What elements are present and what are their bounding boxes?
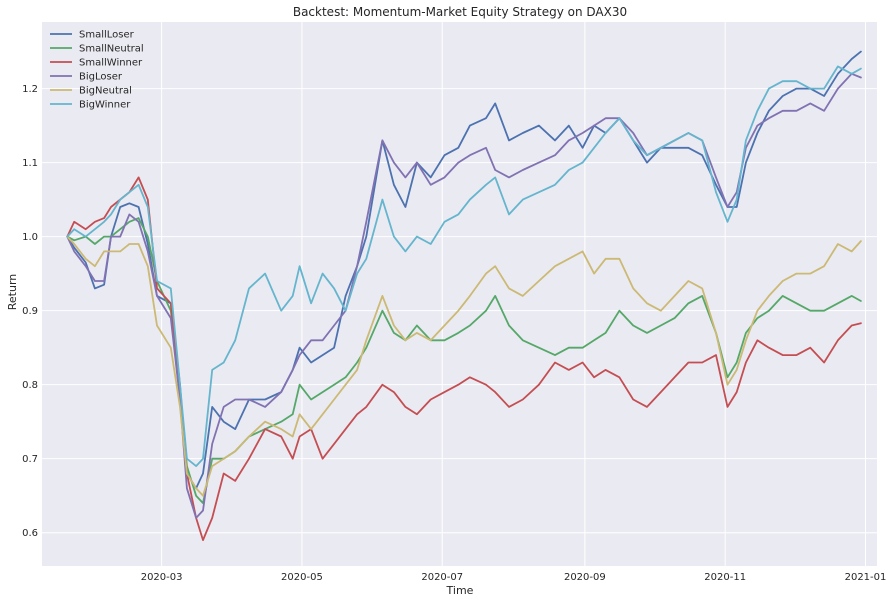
plot-area bbox=[42, 22, 877, 566]
series-lines bbox=[66, 50, 862, 541]
legend-label-bigwinner: BigWinner bbox=[79, 100, 131, 111]
series-line-bigloser bbox=[66, 72, 862, 519]
legend-label-smallloser: SmallLoser bbox=[79, 30, 135, 41]
y-axis-label: Return bbox=[6, 274, 19, 311]
legend: SmallLoser SmallNeutral SmallWinner BigLose… bbox=[50, 30, 144, 111]
legend-label-smallwinner: SmallWinner bbox=[79, 58, 143, 69]
x-tick-label: 2020-09 bbox=[564, 572, 606, 583]
x-tick-label: 2020-11 bbox=[704, 572, 746, 583]
x-tick-label: 2020-07 bbox=[421, 572, 463, 583]
legend-label-bigneutral: BigNeutral bbox=[79, 86, 132, 97]
x-axis-label: Time bbox=[446, 584, 474, 597]
y-tick-label: 1.2 bbox=[22, 84, 38, 95]
x-tick-label: 2020-05 bbox=[281, 572, 323, 583]
y-tick-label: 0.9 bbox=[22, 306, 38, 317]
legend-label-bigloser: BigLoser bbox=[79, 72, 123, 83]
y-tick-label: 0.6 bbox=[22, 528, 38, 539]
chart-title: Backtest: Momentum-Market Equity Strateg… bbox=[293, 5, 627, 19]
y-tick-label: 1.0 bbox=[22, 232, 38, 243]
y-tick-label: 0.8 bbox=[22, 380, 38, 391]
x-tick-label: 2020-03 bbox=[141, 572, 183, 583]
legend-label-smallneutral: SmallNeutral bbox=[79, 44, 144, 55]
y-axis-ticks: 0.6 0.7 0.8 0.9 1.0 1.1 1.2 bbox=[22, 84, 38, 539]
y-tick-label: 0.7 bbox=[22, 454, 38, 465]
y-tick-label: 1.1 bbox=[22, 158, 38, 169]
x-axis-ticks: 2020-03 2020-05 2020-07 2020-09 2020-11 2021-… bbox=[141, 572, 886, 583]
series-line-smallwinner bbox=[66, 176, 862, 541]
series-line-bigneutral bbox=[66, 235, 862, 497]
series-line-bigwinner bbox=[66, 65, 862, 468]
x-tick-label: 2021-01 bbox=[845, 572, 886, 583]
